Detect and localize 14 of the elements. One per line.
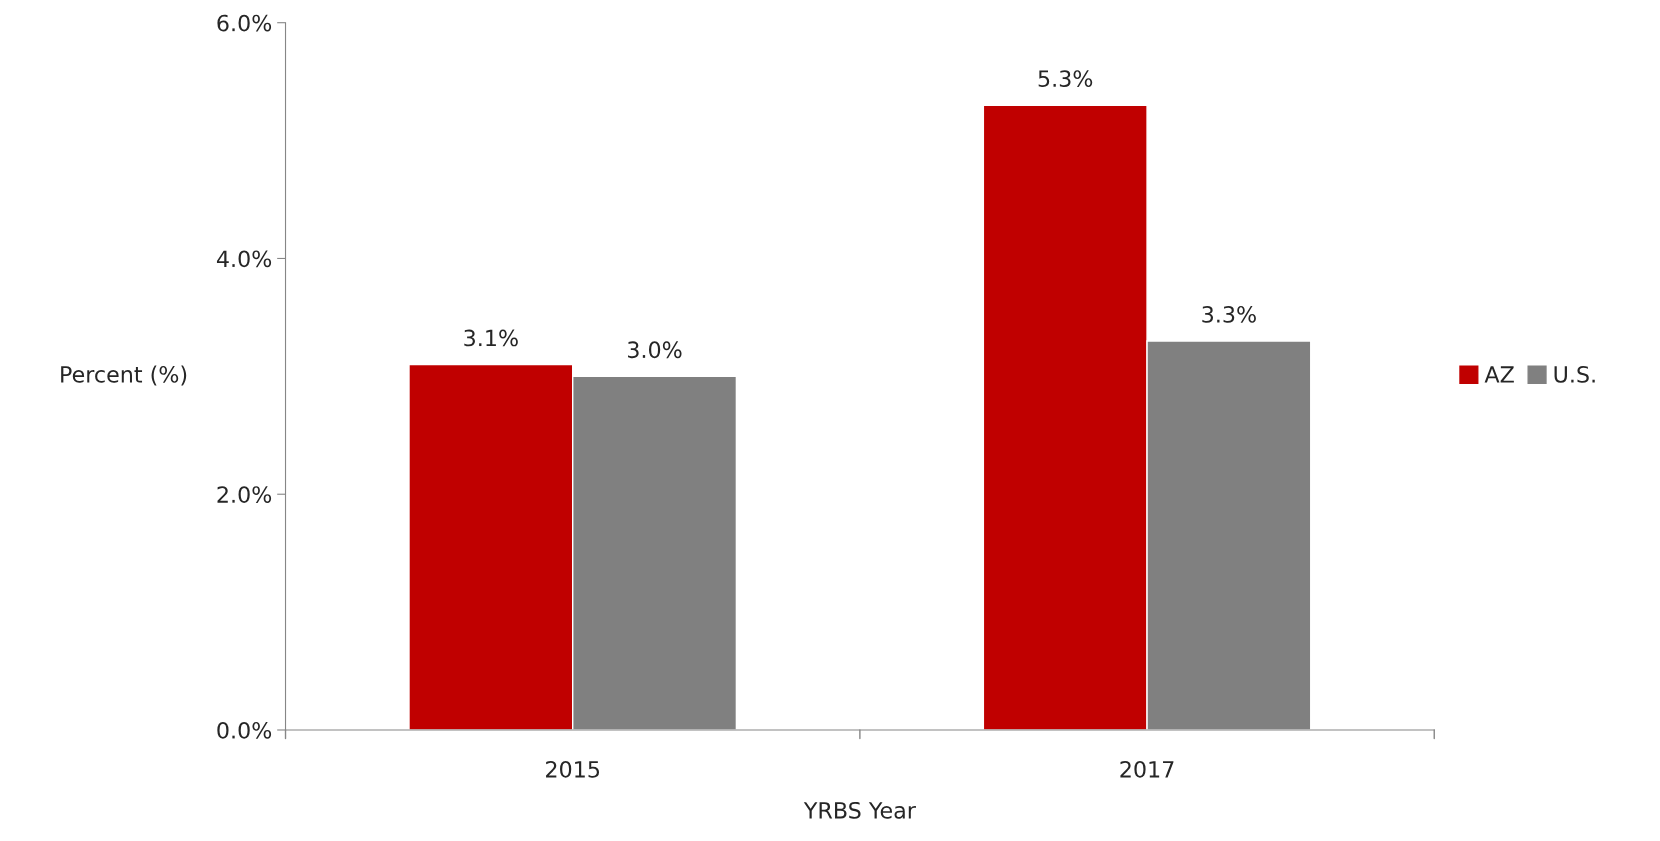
data-label: 3.1% <box>464 329 518 347</box>
y-tick-label: 4.0% <box>216 250 272 268</box>
x-axis-title: YRBS Year <box>803 801 916 819</box>
legend-label: AZ <box>1484 366 1514 383</box>
data-label: 3.3% <box>1202 305 1256 323</box>
x-tick-label: 2015 <box>546 760 600 778</box>
x-tick-label: 2017 <box>1120 760 1174 778</box>
y-tick-label: 0.0% <box>217 721 272 739</box>
y-tick-label: 2.0% <box>217 486 272 503</box>
legend-label: U.S. <box>1554 365 1595 383</box>
data-label: 3.0% <box>628 341 682 359</box>
data-label: 5.3% <box>1038 70 1093 88</box>
y-axis-title: Percent (%) <box>61 365 187 386</box>
y-tick-label: 6.0% <box>217 14 272 32</box>
